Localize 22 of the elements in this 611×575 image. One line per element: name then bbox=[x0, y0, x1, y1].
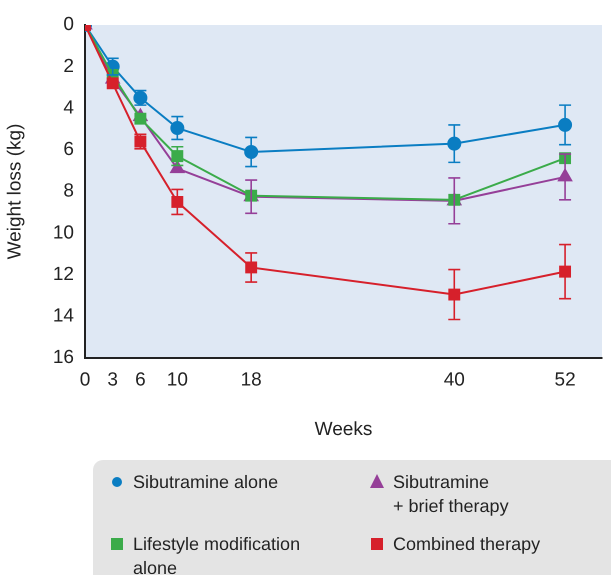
x-tick-label: 0 bbox=[80, 370, 90, 391]
y-tick-label: 6 bbox=[63, 139, 74, 160]
x-tick-label: 10 bbox=[166, 370, 188, 391]
y-tick-label: 10 bbox=[52, 222, 74, 244]
y-tick-label: 0 bbox=[63, 14, 74, 36]
legend-label: Sibutramine + brief therapy bbox=[393, 471, 509, 518]
y-tick-label: 4 bbox=[63, 97, 74, 118]
y-axis-title: Weight loss (kg) bbox=[4, 124, 26, 260]
x-tick-label: 6 bbox=[135, 370, 146, 391]
y-tick-label: 2 bbox=[63, 56, 74, 77]
x-tick-label: 3 bbox=[107, 370, 118, 391]
x-axis-title: Weeks bbox=[314, 418, 372, 440]
x-tick-label: 18 bbox=[240, 370, 262, 391]
y-tick-label: 8 bbox=[63, 180, 74, 202]
x-tick-label: 40 bbox=[444, 370, 465, 391]
y-tick-label: 12 bbox=[52, 264, 74, 285]
legend-label: Lifestyle modification alone bbox=[133, 533, 300, 575]
legend-label: Sibutramine alone bbox=[133, 471, 278, 494]
y-tick-label: 14 bbox=[52, 306, 74, 327]
x-tick-label: 52 bbox=[554, 370, 576, 391]
y-tick-label: 16 bbox=[52, 347, 74, 368]
legend-label: Combined therapy bbox=[393, 533, 540, 556]
